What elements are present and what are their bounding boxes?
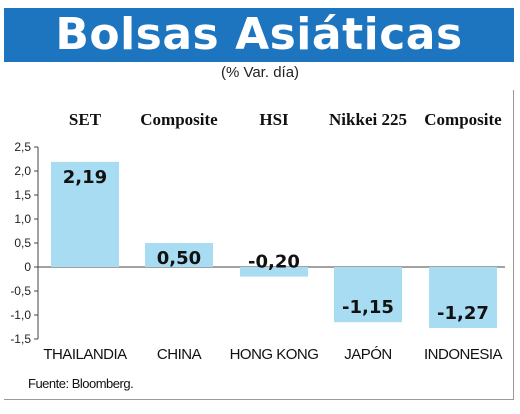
index-label: HSI bbox=[259, 110, 289, 129]
y-tick-label: 1,5 bbox=[14, 188, 31, 202]
index-label: Composite bbox=[140, 110, 218, 129]
index-label: Nikkei 225 bbox=[329, 110, 407, 129]
bar bbox=[429, 267, 497, 328]
country-label: CHINA bbox=[156, 346, 202, 363]
bar bbox=[334, 267, 402, 323]
y-tick-label: 2,0 bbox=[14, 164, 31, 178]
y-tick-label: -1,5 bbox=[10, 332, 31, 346]
index-label: SET bbox=[68, 110, 102, 129]
bar bbox=[145, 243, 213, 267]
chart-subtitle: (% Var. día) bbox=[220, 64, 300, 81]
y-tick-label: 2,5 bbox=[14, 140, 31, 154]
bar-value-label: 0,50 bbox=[157, 248, 201, 269]
country-label: INDONESIA bbox=[423, 346, 503, 363]
y-tick-label: 1,0 bbox=[14, 212, 31, 226]
country-label: JAPÓN bbox=[344, 346, 392, 363]
country-label: THAILANDIA bbox=[43, 346, 127, 363]
source-note: Fuente: Bloomberg. bbox=[28, 376, 134, 391]
chart-title: Bolsas Asiáticas bbox=[55, 9, 463, 60]
bar bbox=[51, 161, 119, 267]
y-tick-label: 0,5 bbox=[14, 236, 31, 250]
bar-value-label: 2,19 bbox=[63, 167, 107, 188]
y-tick-label: 0 bbox=[24, 260, 31, 274]
bar-value-label: -0,20 bbox=[248, 252, 300, 273]
title-bar: Bolsas Asiáticas bbox=[4, 8, 514, 62]
bar-value-label: -1,15 bbox=[342, 297, 394, 318]
chart-frame bbox=[4, 90, 514, 400]
bar bbox=[240, 267, 308, 277]
y-tick-label: -0,5 bbox=[10, 284, 31, 298]
bar-value-label: -1,27 bbox=[437, 303, 489, 324]
country-label: HONG KONG bbox=[229, 346, 319, 363]
index-label: Composite bbox=[424, 110, 502, 129]
y-tick-label: -1,0 bbox=[10, 308, 31, 322]
